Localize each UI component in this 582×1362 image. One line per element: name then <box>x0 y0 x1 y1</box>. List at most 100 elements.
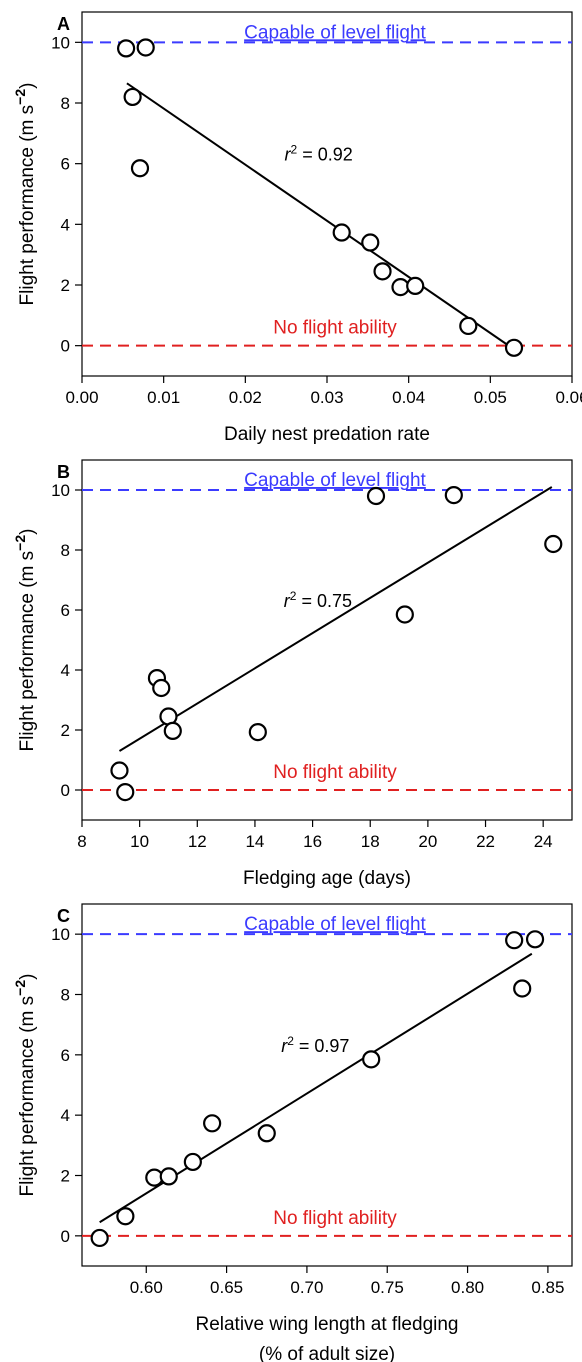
plot-frame <box>81 903 573 1267</box>
data-point <box>130 159 150 178</box>
plot-frame <box>81 459 573 821</box>
data-point <box>406 276 425 296</box>
x-tick-label: 0.65 <box>210 1278 243 1297</box>
x-tick-label: 0.70 <box>290 1278 323 1297</box>
x-axis-label: Daily nest predation rate <box>224 424 430 445</box>
x-tick-label: 10 <box>130 832 149 851</box>
data-point <box>248 722 267 742</box>
data-point <box>373 262 392 281</box>
x-tick-label: 0.85 <box>531 1278 564 1297</box>
data-point <box>123 87 142 107</box>
r-squared-value: = 0.75 <box>296 591 352 611</box>
y-tick-label: 6 <box>61 601 70 620</box>
r-squared-value: = 0.92 <box>297 145 353 165</box>
x-tick-label: 14 <box>245 832 264 851</box>
y-tick-label: 2 <box>61 276 70 295</box>
data-point <box>544 534 563 554</box>
data-point <box>183 1152 202 1172</box>
panel-label: A <box>57 14 70 34</box>
data-point <box>366 486 386 506</box>
y-axis-label: Flight performance (m s−2) <box>12 83 38 306</box>
x-tick-label: 0.06 <box>555 388 582 407</box>
y-axis-label-close: ) <box>17 974 38 980</box>
r-squared-exponent: 2 <box>290 589 297 603</box>
data-point <box>152 678 171 698</box>
data-point <box>116 1207 135 1226</box>
data-point <box>362 1050 381 1069</box>
y-tick-label: 4 <box>61 1106 70 1125</box>
data-point <box>332 223 351 242</box>
y-axis-label-main: Flight performance (m s <box>17 996 38 1197</box>
r-squared-symbol: r <box>284 591 291 611</box>
data-point <box>525 930 545 949</box>
x-tick-label: 0.80 <box>451 1278 484 1297</box>
y-tick-label: 8 <box>61 986 70 1005</box>
lower-reference-label: No flight ability <box>273 762 397 783</box>
x-tick-label: 0.00 <box>65 388 98 407</box>
x-tick-label: 0.04 <box>392 388 425 407</box>
x-tick-label: 18 <box>361 832 380 851</box>
r-squared-exponent: 2 <box>291 143 298 157</box>
x-tick-label: 0.02 <box>229 388 262 407</box>
y-axis-label-exponent: −2 <box>12 980 28 996</box>
data-point <box>444 486 463 505</box>
x-tick-label: 16 <box>303 832 322 851</box>
regression-line <box>118 486 553 752</box>
r-squared-annotation: r2 = 0.97 <box>281 1034 349 1056</box>
data-point <box>504 338 524 357</box>
y-tick-label: 8 <box>61 94 70 113</box>
y-tick-label: 10 <box>51 925 70 944</box>
upper-reference-label: Capable of level flight <box>244 22 426 43</box>
chart-panel-a: A Capable of level flight No flight abilit… <box>12 11 582 445</box>
x-axis-label: Fledging age (days) <box>243 868 411 889</box>
r-squared-symbol: r <box>281 1036 288 1056</box>
r-squared-exponent: 2 <box>287 1034 294 1048</box>
y-tick-label: 0 <box>61 781 70 800</box>
panel-label: C <box>57 906 70 926</box>
data-point <box>116 782 135 802</box>
lower-reference-label: No flight ability <box>273 318 397 339</box>
y-tick-label: 8 <box>61 541 70 560</box>
y-tick-label: 4 <box>61 661 70 680</box>
y-axis-label-close: ) <box>17 83 38 89</box>
data-point <box>90 1228 109 1248</box>
x-tick-label: 0.75 <box>371 1278 404 1297</box>
x-tick-label: 8 <box>77 832 86 851</box>
y-tick-label: 4 <box>61 215 70 234</box>
data-point <box>203 1114 222 1133</box>
data-point <box>395 605 414 624</box>
y-tick-label: 10 <box>51 481 70 500</box>
y-axis-label-main: Flight performance (m s <box>17 551 38 752</box>
upper-reference-label: Capable of level flight <box>244 914 426 935</box>
x-tick-label: 12 <box>188 832 207 851</box>
x-tick-label: 0.03 <box>310 388 343 407</box>
y-axis-label-exponent: −2 <box>12 535 28 551</box>
chart-panel-c: C Capable of level flight No flight abilit… <box>12 903 573 1362</box>
r-squared-value: = 0.97 <box>294 1036 350 1056</box>
y-tick-label: 0 <box>61 337 70 356</box>
r-squared-annotation: r2 = 0.75 <box>284 589 352 611</box>
data-point <box>505 931 524 950</box>
x-tick-label: 0.60 <box>130 1278 163 1297</box>
x-tick-label: 0.01 <box>147 388 180 407</box>
data-point <box>163 721 182 741</box>
y-tick-label: 2 <box>61 1167 70 1186</box>
data-point <box>110 761 129 780</box>
x-axis-label: Relative wing length at fledging <box>195 1314 458 1335</box>
upper-reference-label: Capable of level flight <box>244 470 426 491</box>
x-tick-label: 22 <box>476 832 495 851</box>
y-tick-label: 0 <box>61 1227 70 1246</box>
data-point <box>257 1124 276 1143</box>
x-tick-label: 0.05 <box>474 388 507 407</box>
data-point <box>159 1167 178 1186</box>
r-squared-annotation: r2 = 0.92 <box>285 143 353 165</box>
regression-line <box>126 82 515 351</box>
chart-panel-b: B Capable of level flight No flight abilit… <box>12 459 573 889</box>
panel-label: B <box>57 462 70 482</box>
data-point <box>136 38 155 57</box>
x-axis-label-line2: (% of adult size) <box>259 1344 395 1362</box>
data-point <box>361 233 380 252</box>
lower-reference-label: No flight ability <box>273 1208 397 1229</box>
y-tick-label: 6 <box>61 1046 70 1065</box>
